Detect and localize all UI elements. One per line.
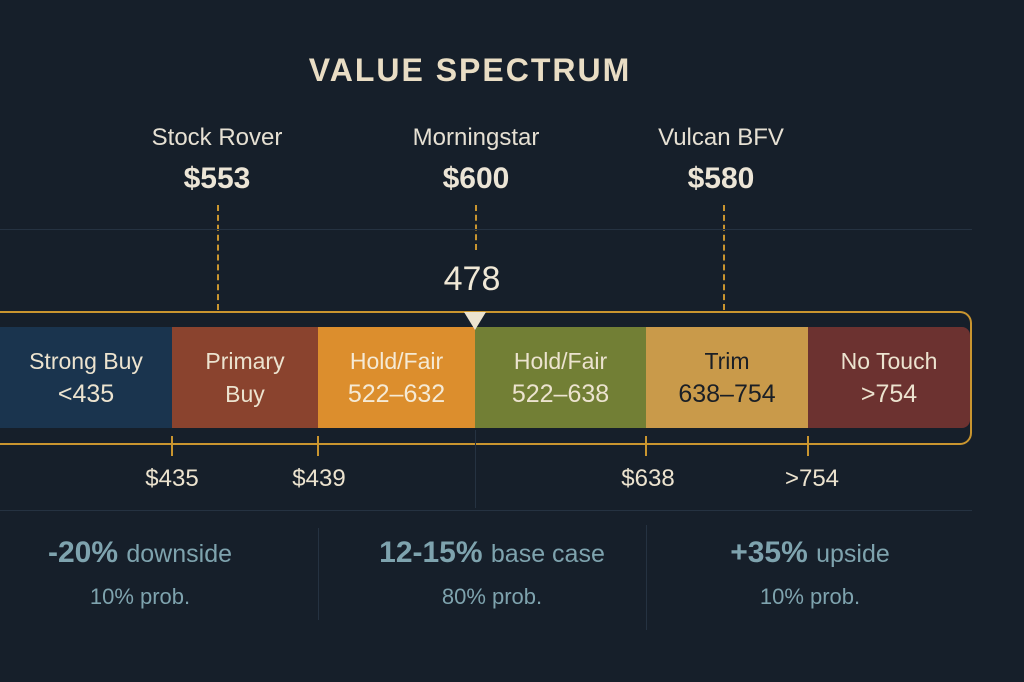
scenario-upside: +35% upside 10% prob. bbox=[650, 536, 970, 610]
segment-range: Buy bbox=[225, 380, 265, 407]
segment-label: Hold/Fair bbox=[513, 347, 608, 374]
tick-mark bbox=[171, 436, 173, 456]
segment-range: 522–632 bbox=[347, 379, 446, 408]
source-name: Vulcan BFV bbox=[658, 124, 784, 151]
segment-label: No Touch bbox=[840, 347, 938, 374]
scenario-label: upside bbox=[816, 540, 890, 568]
source-stock-rover: Stock Rover $553 bbox=[117, 124, 317, 196]
segment-range: <435 bbox=[57, 379, 115, 408]
stock-rover-marker-line bbox=[217, 205, 219, 310]
scenario-probability: 10% prob. bbox=[89, 584, 191, 609]
segment-label: Hold/Fair bbox=[349, 347, 444, 374]
scenario-probability: 80% prob. bbox=[441, 584, 543, 609]
spectrum-bracket bbox=[0, 311, 972, 445]
divider bbox=[0, 229, 972, 230]
segment-range: >754 bbox=[860, 379, 918, 408]
scenario-label: base case bbox=[490, 540, 605, 568]
segment-trim: Trim 638–754 bbox=[646, 327, 808, 428]
current-price-pointer-icon bbox=[464, 312, 486, 330]
source-price: $553 bbox=[183, 162, 251, 195]
tick-mark bbox=[317, 436, 319, 456]
tick-label: $439 bbox=[292, 465, 346, 492]
morningstar-marker-line bbox=[475, 205, 477, 250]
segment-label: Primary bbox=[205, 347, 285, 374]
scenario-value: -20% bbox=[47, 536, 119, 569]
segment-label: Strong Buy bbox=[29, 347, 143, 374]
segment-strong-buy: Strong Buy <435 bbox=[0, 327, 172, 428]
column-divider bbox=[318, 528, 319, 620]
tick-label: >754 bbox=[784, 465, 840, 492]
source-name: Stock Rover bbox=[151, 124, 283, 151]
value-spectrum-bar: Strong Buy <435 Primary Buy Hold/Fair 522–6… bbox=[0, 327, 970, 428]
source-morningstar: Morningstar $600 bbox=[376, 124, 576, 196]
segment-range: 638–754 bbox=[678, 379, 776, 408]
segment-primary-buy: Primary Buy bbox=[172, 327, 318, 428]
segment-label: Trim bbox=[704, 347, 750, 374]
source-price: $580 bbox=[687, 162, 755, 195]
tick-mark bbox=[645, 436, 647, 456]
segment-no-touch: No Touch >754 bbox=[808, 327, 970, 428]
current-price: 478 bbox=[443, 260, 501, 298]
segment-hold-fair-1: Hold/Fair 522–632 bbox=[318, 327, 475, 428]
scenario-base-case: 12-15% base case 80% prob. bbox=[332, 536, 652, 610]
current-price-guide bbox=[475, 430, 476, 508]
tick-label: $435 bbox=[145, 465, 199, 492]
segment-range: 522–638 bbox=[511, 379, 610, 408]
page-title: VALUE SPECTRUM bbox=[308, 52, 632, 88]
segment-hold-fair-2: Hold/Fair 522–638 bbox=[475, 327, 646, 428]
tick-mark bbox=[807, 436, 809, 456]
column-divider bbox=[646, 525, 647, 630]
source-vulcan-bfv: Vulcan BFV $580 bbox=[621, 124, 821, 196]
scenario-value: 12-15% bbox=[379, 536, 483, 569]
scenario-downside: -20% downside 10% prob. bbox=[0, 536, 300, 610]
scenario-value: +35% bbox=[730, 536, 808, 569]
source-price: $600 bbox=[442, 162, 510, 195]
divider bbox=[0, 510, 972, 511]
source-name: Morningstar bbox=[412, 124, 540, 151]
tick-label: $638 bbox=[621, 465, 675, 492]
scenario-label: downside bbox=[126, 540, 233, 568]
scenario-probability: 10% prob. bbox=[759, 584, 861, 609]
vulcan-marker-line bbox=[723, 205, 725, 310]
